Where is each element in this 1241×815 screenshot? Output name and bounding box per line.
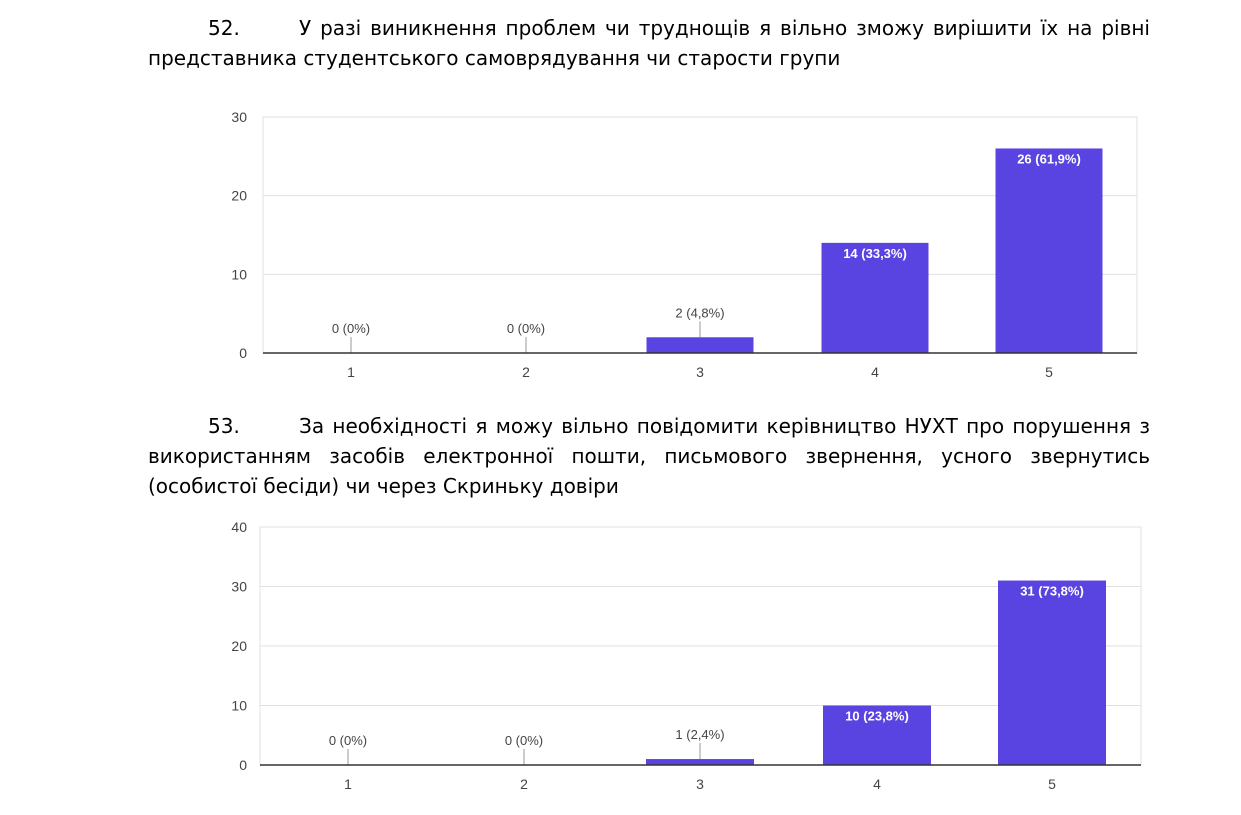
x-tick-label: 5 — [1045, 364, 1053, 380]
bar-chart-q52: 0 10 20 30 0 (0%) 1 0 (0%) 2 2 (4,8%) 3 14 (33,3%)… — [231, 109, 1138, 380]
bar — [646, 759, 754, 765]
bar-chart-q53: 0 10 20 30 40 0 (0%) 1 0 (0%) 2 1 (2,4%) 3 10 (23,8… — [231, 519, 1142, 792]
y-tick-label: 0 — [239, 345, 247, 361]
y-tick-label: 30 — [231, 109, 247, 125]
y-tick-label: 30 — [231, 579, 247, 595]
bar — [998, 580, 1106, 765]
x-tick-label: 2 — [522, 364, 530, 380]
y-tick-label: 10 — [231, 266, 247, 282]
data-label: 0 (0%) — [505, 733, 543, 748]
question-53: 53. За необхідності я можу вільно повідом… — [148, 411, 1150, 501]
question-number: 52. — [208, 16, 240, 40]
chart-q52: 0 10 20 30 0 (0%) 1 0 (0%) 2 2 (4,8%) 3 14 (33,3%)… — [0, 100, 1241, 400]
bar — [995, 148, 1103, 353]
y-tick-label: 0 — [239, 757, 247, 773]
x-tick-label: 5 — [1048, 776, 1056, 792]
question-text: За необхідності я можу вільно повідомити… — [148, 414, 1150, 498]
data-label: 26 (61,9%) — [1017, 151, 1081, 166]
x-tick-label: 1 — [344, 776, 352, 792]
x-tick-label: 4 — [873, 776, 881, 792]
chart-q53: 0 10 20 30 40 0 (0%) 1 0 (0%) 2 1 (2,4%) 3 10 (23,8… — [0, 512, 1241, 812]
y-tick-label: 40 — [231, 519, 247, 535]
x-tick-label: 3 — [696, 364, 704, 380]
data-label: 31 (73,8%) — [1020, 584, 1084, 599]
question-52: 52. У разі виникнення проблем чи труднощі… — [148, 13, 1150, 73]
data-label: 10 (23,8%) — [845, 709, 909, 724]
data-label: 0 (0%) — [329, 733, 367, 748]
data-label: 0 (0%) — [507, 321, 545, 336]
x-tick-label: 2 — [520, 776, 528, 792]
y-tick-label: 20 — [231, 638, 247, 654]
x-tick-label: 1 — [347, 364, 355, 380]
bar — [646, 337, 754, 353]
question-number: 53. — [208, 414, 240, 438]
x-tick-label: 4 — [871, 364, 879, 380]
x-tick-label: 3 — [696, 776, 704, 792]
question-text: У разі виникнення проблем чи труднощів я… — [148, 16, 1150, 70]
bar — [823, 705, 931, 765]
y-tick-label: 20 — [231, 188, 247, 204]
data-label: 2 (4,8%) — [675, 305, 724, 320]
y-tick-label: 10 — [231, 698, 247, 714]
data-label: 0 (0%) — [332, 321, 370, 336]
data-label: 14 (33,3%) — [843, 246, 907, 261]
bar — [821, 242, 929, 353]
data-label: 1 (2,4%) — [675, 727, 724, 742]
